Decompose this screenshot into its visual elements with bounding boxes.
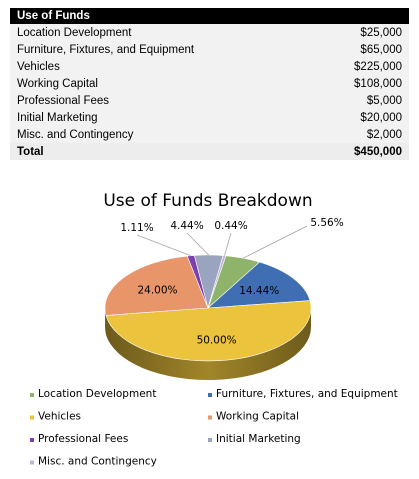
- pie-slice: [105, 300, 312, 362]
- label-leader-line: [136, 234, 191, 257]
- label-leader-line: [243, 225, 308, 259]
- pie-data-label: 24.00%: [137, 285, 177, 297]
- table-title: Use of Funds: [10, 8, 409, 24]
- row-label: Misc. and Contingency: [10, 126, 312, 143]
- legend-label: Misc. and Contingency: [38, 456, 157, 468]
- pie-data-label: 0.44%: [214, 220, 247, 232]
- legend-swatch: [30, 460, 34, 465]
- chart-title: Use of Funds Breakdown: [103, 191, 312, 211]
- row-label: Initial Marketing: [10, 109, 312, 126]
- label-leader-line: [224, 232, 232, 256]
- row-amount: $2,000: [311, 126, 409, 143]
- table-row: Misc. and Contingency $2,000: [10, 126, 409, 143]
- pie-data-label: 5.56%: [310, 217, 343, 229]
- table-row: Working Capital $108,000: [10, 75, 409, 92]
- row-amount: $5,000: [311, 92, 409, 109]
- pie-data-label: 50.00%: [197, 334, 237, 346]
- legend-label: Furniture, Fixtures, and Equipment: [216, 388, 398, 400]
- legend-swatch: [208, 393, 212, 397]
- row-amount: $65,000: [311, 41, 409, 58]
- use-of-funds-pie-chart: Use of Funds Breakdown 5.56% 14.44% 50.00%…: [30, 191, 398, 468]
- pie-data-label: 4.44%: [170, 220, 203, 232]
- table-row: Professional Fees $5,000: [10, 92, 409, 109]
- table-row: Vehicles $225,000: [10, 58, 409, 75]
- legend-swatch: [30, 438, 34, 442]
- legend-label: Vehicles: [38, 411, 81, 423]
- total-amount: $450,000: [311, 143, 409, 160]
- legend-label: Initial Marketing: [216, 433, 301, 445]
- table-row: Furniture, Fixtures, and Equipment $65,00…: [10, 41, 409, 58]
- row-label: Furniture, Fixtures, and Equipment: [10, 41, 312, 58]
- table-row: Initial Marketing $20,000: [10, 109, 409, 126]
- row-amount: $225,000: [311, 58, 409, 75]
- pie-slices: [104, 254, 312, 362]
- legend-swatch: [208, 438, 212, 442]
- row-label: Professional Fees: [10, 92, 312, 109]
- pie-slice: [207, 261, 311, 309]
- table-row: Location Development $25,000: [10, 24, 409, 41]
- legend-swatch: [30, 415, 34, 420]
- legend-label: Professional Fees: [38, 433, 128, 445]
- pie-data-label: 1.11%: [120, 222, 153, 234]
- pie-label-leaders: [136, 225, 308, 259]
- row-amount: $25,000: [311, 24, 409, 41]
- row-amount: $108,000: [311, 75, 409, 92]
- row-label: Vehicles: [10, 58, 312, 75]
- pie-data-labels: 5.56% 14.44% 50.00% 24.00% 1.11% 4.44% 0.44%: [120, 217, 343, 346]
- legend-swatch: [208, 415, 212, 420]
- row-label: Working Capital: [10, 75, 312, 92]
- pie-slice: [104, 255, 209, 316]
- pie-slice-side-shading: [106, 308, 312, 380]
- legend-label: Location Development: [38, 388, 156, 400]
- total-label: Total: [10, 143, 312, 160]
- pie-data-label: 14.44%: [239, 285, 279, 297]
- chart-legend: Location Development Furniture, Fixtures,…: [30, 388, 398, 468]
- use-of-funds-table: Use of Funds Location Development $25,000…: [10, 8, 409, 160]
- row-label: Location Development: [10, 24, 312, 41]
- table-header-row: Use of Funds: [10, 8, 409, 24]
- label-leader-line: [186, 232, 210, 256]
- legend-swatch: [30, 393, 34, 397]
- row-amount: $20,000: [311, 109, 409, 126]
- table-total-row: Total $450,000: [10, 143, 409, 160]
- legend-label: Working Capital: [216, 411, 299, 423]
